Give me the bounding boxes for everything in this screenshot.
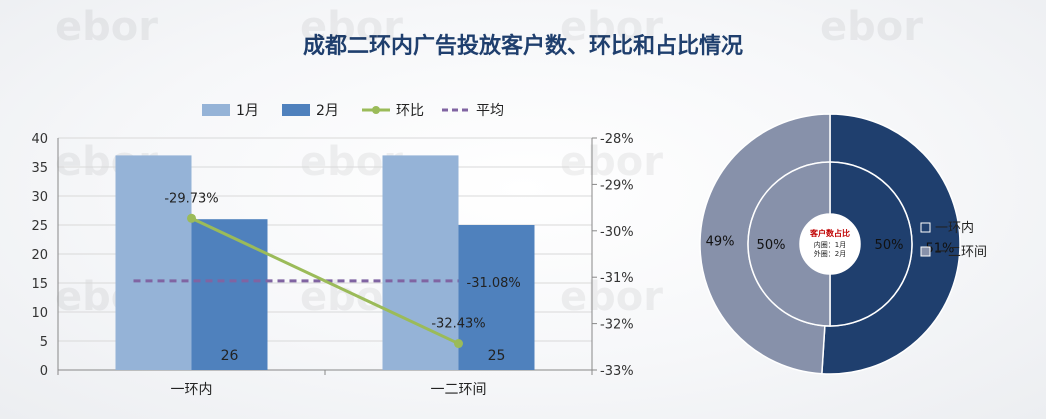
y2-tick-label: -32% <box>600 318 634 333</box>
bar-data-label: 26 <box>221 348 239 364</box>
y-tick-label: 40 <box>31 132 48 147</box>
y2-tick-label: -30% <box>600 225 634 240</box>
legend-label: 平均 <box>476 103 504 119</box>
ratio-point <box>187 213 196 223</box>
legend-label: 1月 <box>236 103 259 119</box>
average-data-label: -31.08% <box>467 276 521 291</box>
y2-tick-label: -33% <box>600 364 634 379</box>
donut-legend-label: 一环内 <box>935 220 974 236</box>
svg-text:ebor: ebor <box>55 4 158 50</box>
ratio-data-label: -32.43% <box>431 317 485 332</box>
donut-center-title: 客户数占比 <box>809 228 850 238</box>
y-tick-label: 30 <box>31 190 48 205</box>
y-tick-label: 25 <box>31 219 48 234</box>
inner-slice-label: 50% <box>757 238 786 253</box>
legend-label: 2月 <box>316 103 339 119</box>
x-category-label: 一环内 <box>171 382 213 398</box>
ratio-line <box>190 216 460 345</box>
legend: 1月 2月 环比 平均 <box>202 103 504 119</box>
ratio-data-label: -29.73% <box>164 191 218 206</box>
inner-slice-label: 50% <box>875 238 904 253</box>
y-tick-label: 35 <box>31 161 48 176</box>
donut-legend-swatch <box>920 222 931 233</box>
svg-text:ebor: ebor <box>300 4 403 50</box>
y-tick-label: 20 <box>31 248 48 263</box>
y2-tick-label: -31% <box>600 271 634 286</box>
svg-text:ebor: ebor <box>560 4 663 50</box>
legend-label: 环比 <box>396 103 424 119</box>
donut-legend-label: 一二环间 <box>935 245 987 260</box>
bar <box>382 155 459 370</box>
outer-slice-label: 49% <box>706 235 735 250</box>
donut-center-line: 内圈：1月 <box>814 240 846 249</box>
bar <box>458 225 535 370</box>
svg-text:ebor: ebor <box>820 4 923 50</box>
outer-slice-label: 51% <box>925 241 954 256</box>
y-tick-label: 0 <box>40 364 48 379</box>
bar-line-chart: 0 5 10 15 20 25 30 35 40 -33% -32% -31% -30% -29% -28%… <box>31 103 633 398</box>
donut-center-line: 外圈：2月 <box>814 249 846 258</box>
donut-hole <box>800 214 860 274</box>
legend-swatch-marker <box>372 106 380 114</box>
y2-tick-label: -29% <box>600 178 634 193</box>
svg-text:ebor: ebor <box>560 139 663 185</box>
legend-swatch <box>282 104 310 116</box>
y-tick-label: 10 <box>31 306 48 321</box>
y-tick-label: 5 <box>40 335 48 350</box>
donut-legend-swatch <box>920 246 931 257</box>
x-category-label: 一二环间 <box>431 382 487 398</box>
bar-data-label: 25 <box>488 348 506 364</box>
legend-swatch <box>202 104 230 116</box>
ratio-point <box>454 339 463 349</box>
bar <box>115 155 192 370</box>
y2-tick-label: -28% <box>600 132 634 147</box>
chart-title: 成都二环内广告投放客户数、环比和占比情况 <box>302 34 743 59</box>
y-tick-label: 15 <box>31 277 48 292</box>
bar <box>191 219 268 370</box>
